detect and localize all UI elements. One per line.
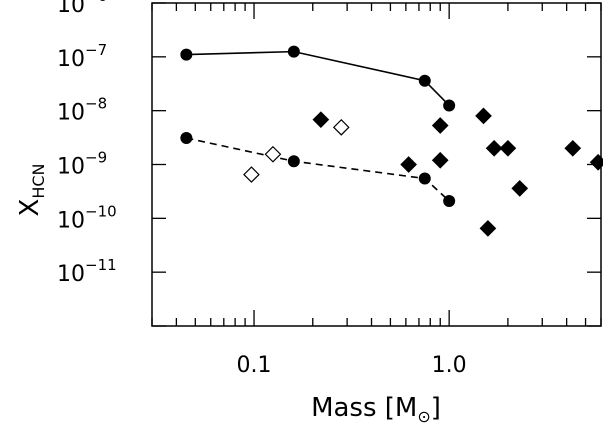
data-point-open-diamond <box>264 145 282 163</box>
y-axis-label-main: X <box>15 199 45 217</box>
data-point-circle <box>443 194 456 207</box>
data-point-diamond <box>511 180 529 197</box>
y-tick-base: 10 <box>57 262 85 287</box>
x-axis-label-main: Mass [M <box>311 393 417 423</box>
plot-frame <box>151 2 602 327</box>
data-point-diamond <box>475 107 492 125</box>
y-tick-label: 10−8 <box>57 95 107 126</box>
y-axis-label: XHCN <box>15 164 48 217</box>
data-point-diamond <box>564 139 582 157</box>
data-point-circle <box>180 132 193 145</box>
y-tick-exponent: −7 <box>85 41 107 59</box>
data-point-open-diamond <box>243 166 260 183</box>
y-tick-label: 10−10 <box>57 202 117 233</box>
sun-symbol: ⊙ <box>417 407 430 426</box>
data-point-circle <box>287 155 300 168</box>
data-point-diamond <box>431 117 449 134</box>
data-point-open-diamond <box>332 118 350 136</box>
y-tick-exponent: −6 <box>85 0 107 5</box>
x-tick-label: 1.0 <box>432 353 467 378</box>
y-tick-exponent: −9 <box>85 149 107 167</box>
y-tick-label: 10−11 <box>57 256 117 287</box>
x-tick-label: 0.1 <box>237 353 272 378</box>
x-axis-label: Mass [M⊙] <box>311 393 441 426</box>
y-tick-exponent: −11 <box>85 256 117 274</box>
data-point-diamond <box>485 139 503 157</box>
data-point-diamond <box>431 151 449 169</box>
data-point-diamond <box>312 111 330 129</box>
y-axis-label-sub: HCN <box>29 164 48 199</box>
y-tick-label: 10−9 <box>57 149 107 180</box>
axes-layer <box>151 2 602 327</box>
series-line-1 <box>186 137 450 202</box>
data-point-circle <box>180 48 193 61</box>
y-tick-base: 10 <box>57 208 85 233</box>
series-lines <box>186 50 450 202</box>
data-point-diamond <box>499 139 517 157</box>
y-tick-base: 10 <box>57 155 85 180</box>
data-points <box>180 45 603 237</box>
data-point-circle <box>287 45 300 58</box>
data-point-circle <box>443 99 456 112</box>
y-tick-label: 10−7 <box>57 41 107 72</box>
y-tick-base: 10 <box>57 101 85 126</box>
y-tick-base: 10 <box>57 0 85 18</box>
data-point-circle <box>418 74 431 87</box>
data-point-diamond <box>400 156 417 173</box>
series-line-0 <box>186 50 450 107</box>
data-point-circle <box>418 172 431 185</box>
data-point-diamond <box>589 153 603 171</box>
y-tick-label: 10−6 <box>57 0 107 18</box>
data-point-diamond <box>479 220 497 237</box>
y-tick-base: 10 <box>57 47 85 72</box>
y-tick-exponent: −10 <box>85 202 117 220</box>
x-axis-label-close: ] <box>431 393 441 423</box>
y-tick-exponent: −8 <box>85 95 107 113</box>
